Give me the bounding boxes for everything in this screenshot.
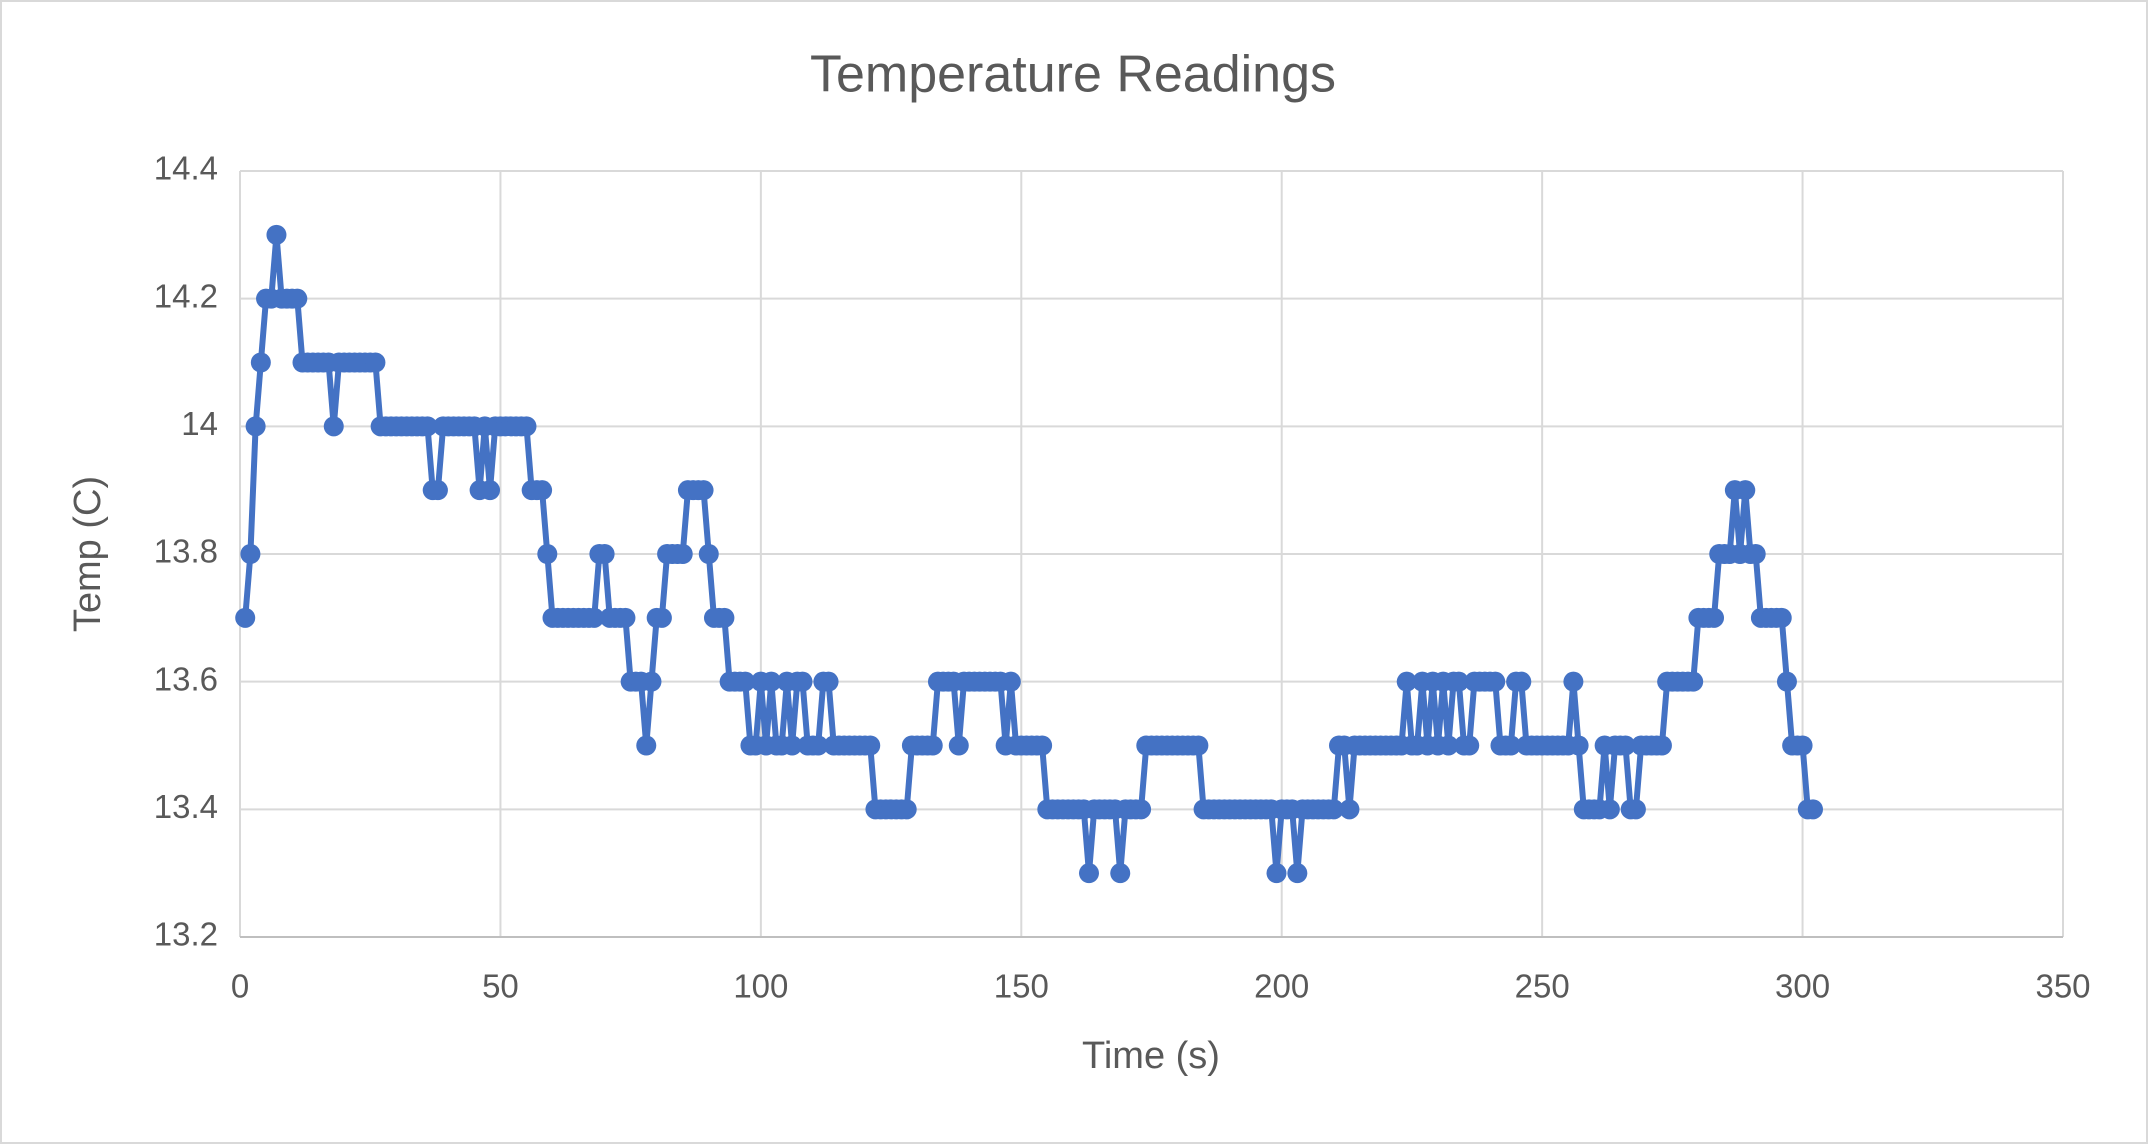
data-point: [1000, 671, 1021, 692]
y-tick-label: 14.2: [154, 277, 218, 314]
data-point: [1396, 671, 1417, 692]
data-point: [651, 607, 672, 628]
data-point: [1802, 799, 1823, 820]
x-tick-label: 150: [994, 968, 1049, 1005]
data-point: [1448, 671, 1469, 692]
data-point: [1563, 671, 1584, 692]
data-point: [896, 799, 917, 820]
data-point: [516, 416, 537, 437]
x-tick-label: 100: [733, 968, 788, 1005]
x-tick-label: 300: [1775, 968, 1830, 1005]
data-point: [1339, 799, 1360, 820]
x-tick-label: 200: [1254, 968, 1309, 1005]
data-point: [245, 416, 266, 437]
data-point: [1500, 735, 1521, 756]
y-tick-label: 13.8: [154, 533, 218, 570]
data-point: [1323, 799, 1344, 820]
data-point: [818, 671, 839, 692]
data-point: [594, 544, 615, 564]
data-point: [1776, 671, 1797, 692]
data-point: [948, 735, 969, 756]
data-point: [1131, 799, 1152, 820]
x-axis-label: Time (s): [1082, 1035, 1220, 1077]
data-point: [417, 416, 438, 437]
data-point: [1511, 671, 1532, 692]
data-point: [1625, 799, 1646, 820]
data-point: [792, 671, 813, 692]
data-point: [860, 735, 881, 756]
data-point: [615, 607, 636, 628]
x-tick-label: 0: [231, 968, 249, 1005]
data-point: [1568, 735, 1589, 756]
data-point: [480, 480, 501, 501]
data-point: [427, 480, 448, 501]
data-point: [250, 352, 271, 373]
y-tick-label: 14: [181, 405, 218, 442]
data-point: [1599, 799, 1620, 820]
data-point: [266, 224, 287, 245]
data-point: [287, 288, 308, 309]
data-point: [641, 671, 662, 692]
data-point: [1485, 671, 1506, 692]
data-point: [735, 671, 756, 692]
data-point: [584, 607, 605, 628]
data-point: [761, 671, 782, 692]
data-point: [1438, 735, 1459, 756]
y-tick-label: 14.4: [154, 150, 218, 187]
data-point: [365, 352, 386, 373]
data-point: [1615, 735, 1636, 756]
y-axis-label: Temp (C): [67, 476, 109, 632]
x-tick-label: 50: [482, 968, 519, 1005]
data-point: [1651, 735, 1672, 756]
data-point: [1032, 735, 1053, 756]
data-point: [782, 735, 803, 756]
data-point: [1287, 863, 1308, 884]
y-tick-label: 13.4: [154, 788, 218, 825]
chart-title: Temperature Readings: [810, 46, 1336, 104]
data-point: [672, 544, 693, 564]
y-tick-label: 13.2: [154, 916, 218, 953]
data-point: [235, 607, 256, 628]
data-point: [636, 735, 657, 756]
y-tick-label: 13.6: [154, 660, 218, 697]
data-point: [1078, 863, 1099, 884]
data-point: [808, 735, 829, 756]
data-point: [1188, 735, 1209, 756]
data-point: [1792, 735, 1813, 756]
data-point: [714, 607, 735, 628]
data-point: [1704, 607, 1725, 628]
data-point: [537, 544, 558, 564]
data-point: [922, 735, 943, 756]
data-point: [698, 544, 719, 564]
x-tick-label: 250: [1515, 968, 1570, 1005]
data-point: [1771, 607, 1792, 628]
data-point: [532, 480, 553, 501]
data-point: [693, 480, 714, 501]
x-tick-label: 350: [2035, 968, 2090, 1005]
data-point: [1745, 544, 1766, 564]
data-point: [323, 416, 344, 437]
data-point: [1735, 480, 1756, 501]
data-point: [240, 544, 261, 564]
data-point: [1459, 735, 1480, 756]
data-point: [1110, 863, 1131, 884]
data-point: [1266, 863, 1287, 884]
data-point: [1683, 671, 1704, 692]
